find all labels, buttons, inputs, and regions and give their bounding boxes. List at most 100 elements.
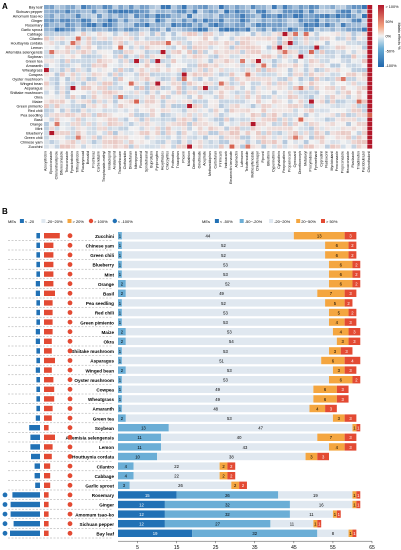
heatmap-cell	[314, 54, 320, 59]
heatmap-cell	[340, 36, 346, 41]
heatmap-cell	[213, 9, 219, 14]
heatmap-cell	[102, 63, 108, 68]
bar-segment-value: 7	[330, 291, 333, 296]
heatmap-cell	[303, 27, 309, 32]
bar-segment-value: 15	[145, 493, 150, 498]
bar-segment	[125, 366, 333, 374]
heatmap-cell	[181, 45, 187, 50]
heatmap-cell	[309, 54, 314, 59]
heatmap-cell	[102, 90, 108, 95]
heatmap-cell	[155, 108, 161, 113]
heatmap-cell	[367, 95, 373, 100]
heatmap-cell	[65, 14, 71, 19]
heatmap-cell	[165, 18, 171, 23]
heatmap-cell	[282, 81, 288, 86]
heatmap-cell	[208, 77, 214, 82]
bar-category-label: Green chili	[90, 253, 114, 258]
heatmap-cell	[155, 59, 161, 64]
heatmap-cell	[165, 23, 171, 28]
heatmap-cell	[298, 86, 304, 91]
bar-segment	[352, 280, 361, 288]
heatmap-cell	[224, 126, 230, 131]
heatmap-cell	[250, 140, 256, 145]
heatmap-cell	[287, 108, 293, 113]
heatmap-cell	[165, 63, 171, 68]
bar-segment	[313, 520, 318, 528]
heatmap-cell	[107, 104, 113, 109]
heatmap-cell	[139, 86, 145, 91]
heatmap-cell	[59, 113, 65, 118]
bar-segment	[348, 251, 357, 259]
heatmap-cell	[65, 117, 71, 122]
heatmap-cell	[245, 126, 251, 131]
heatmap-cell	[213, 23, 219, 28]
heatmap-cell	[150, 23, 155, 28]
heatmap-cell	[287, 50, 293, 55]
heatmap-cell	[81, 45, 86, 50]
bar-segment	[336, 395, 349, 403]
bar-segment-value: 11	[137, 435, 142, 440]
heatmap-cell	[65, 99, 71, 104]
heatmap-cell	[134, 95, 139, 100]
heatmap-cell	[218, 45, 224, 50]
heatmap-cell	[303, 126, 309, 131]
heatmap-cell	[224, 41, 230, 46]
heatmap-cell	[118, 68, 124, 73]
bar-segment-value: 3	[345, 349, 348, 354]
heatmap-cell	[197, 72, 203, 77]
heatmap-cell	[176, 50, 182, 55]
heatmap-cell	[266, 81, 272, 86]
heatmap-cell	[81, 126, 86, 131]
bar-segment	[118, 356, 122, 365]
heatmap-cell	[314, 99, 320, 104]
heatmap-cell	[293, 54, 298, 59]
heatmap-cell	[266, 5, 272, 10]
heatmap-column-label: Cymoxanil	[293, 151, 297, 168]
heatmap-cell	[287, 122, 293, 127]
heatmap-cell	[346, 14, 351, 19]
heatmap-cell	[102, 14, 108, 19]
heatmap-cell	[112, 63, 118, 68]
heatmap-cell	[330, 126, 336, 131]
heatmap-cell	[298, 113, 304, 118]
heatmap-cell	[49, 63, 55, 68]
heatmap-cell	[203, 108, 208, 113]
heatmap-cell	[271, 63, 277, 68]
heatmap-cell	[176, 72, 182, 77]
heatmap-cell	[102, 5, 108, 10]
heatmap-cell	[176, 117, 182, 122]
bar-segment-value: 32	[225, 502, 230, 507]
bar-segment-value: 1	[119, 320, 122, 325]
heatmap-cell	[240, 131, 245, 136]
heatmap-cell	[81, 77, 86, 82]
heatmap-cell	[197, 5, 203, 10]
heatmap-cell	[330, 86, 336, 91]
heatmap-cell	[351, 59, 357, 64]
heatmap-cell	[139, 131, 145, 136]
heatmap-cell	[324, 36, 330, 41]
bar-segment-value: 3	[349, 291, 352, 296]
bar-segment	[313, 395, 337, 403]
heatmap-cell	[150, 126, 155, 131]
heatmap-cell	[303, 63, 309, 68]
bar-segment	[352, 270, 361, 278]
heatmap-cell	[362, 14, 367, 19]
heatmap-cell	[59, 99, 65, 104]
heatmap-column-label: Bifenthrin	[266, 151, 270, 166]
bar-segment	[118, 241, 122, 249]
heatmap-cell	[213, 59, 219, 64]
heatmap-cell	[367, 41, 373, 46]
heatmap-cell	[70, 131, 76, 136]
heatmap-cell	[70, 144, 76, 149]
heatmap-cell	[181, 104, 187, 109]
heatmap-cell	[123, 45, 129, 50]
bar-category-label: Sichuan pepper	[80, 522, 115, 527]
heatmap-cell	[65, 122, 71, 127]
heatmap-cell	[44, 27, 49, 32]
heatmap-cell	[81, 50, 86, 55]
heatmap-cell	[356, 41, 362, 46]
heatmap-cell	[97, 54, 102, 59]
heatmap-cell	[128, 99, 134, 104]
heatmap-cell	[266, 14, 272, 19]
